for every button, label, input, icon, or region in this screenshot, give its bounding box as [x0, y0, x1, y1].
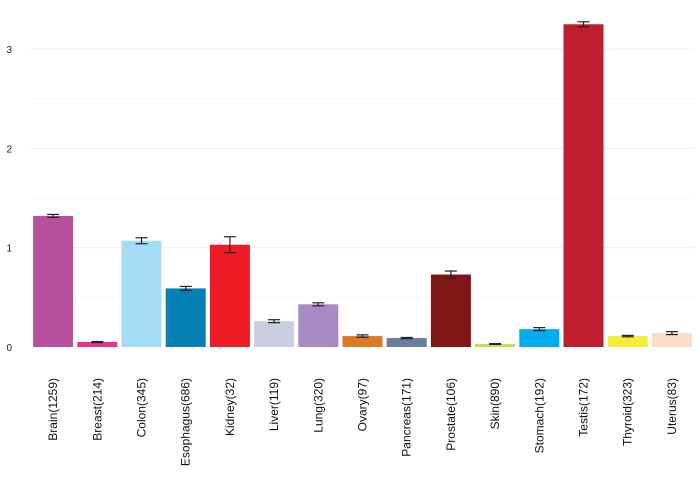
- x-category-label: Pancreas(171): [400, 378, 414, 457]
- bar: [342, 336, 383, 347]
- y-axis-ticks: 0 1 2 3: [6, 45, 12, 354]
- x-category-label: Esophagus(686): [179, 378, 193, 466]
- y-tick-label: 0: [6, 343, 12, 354]
- bar: [33, 215, 74, 347]
- bar: [165, 288, 206, 347]
- bar: [386, 338, 427, 347]
- x-category-label: Uterus(83): [665, 378, 679, 435]
- x-axis-labels: Brain(1259) Breast(214) Colon(345) Esophagu…: [46, 378, 679, 466]
- x-category-label: Liver(119): [267, 378, 281, 431]
- x-category-label: Colon(345): [135, 378, 149, 437]
- x-category-label: Lung(320): [311, 378, 325, 433]
- x-category-label: Ovary(97): [356, 378, 370, 431]
- x-category-label: Thyroid(323): [621, 378, 635, 446]
- bar: [121, 240, 162, 347]
- x-category-label: Prostate(106): [444, 378, 458, 451]
- bar: [563, 24, 604, 348]
- x-category-label: Kidney(32): [223, 378, 237, 436]
- bar: [607, 336, 648, 347]
- bar: [298, 304, 339, 347]
- bar: [651, 333, 692, 347]
- bar: [430, 274, 471, 347]
- x-category-label: Testis(172): [577, 378, 591, 437]
- x-category-label: Brain(1259): [46, 378, 60, 441]
- y-tick-label: 2: [6, 144, 12, 155]
- bar: [254, 321, 295, 347]
- bar: [475, 344, 516, 347]
- error-bars: [47, 21, 678, 346]
- x-category-label: Skin(890): [488, 378, 502, 429]
- y-tick-label: 1: [6, 244, 12, 255]
- bars: [33, 24, 692, 348]
- x-category-label: Stomach(192): [532, 378, 546, 453]
- bar: [209, 244, 250, 347]
- y-tick-label: 3: [6, 45, 12, 56]
- bar: [77, 342, 118, 347]
- x-category-label: Breast(214): [90, 378, 104, 441]
- bar: [519, 329, 560, 347]
